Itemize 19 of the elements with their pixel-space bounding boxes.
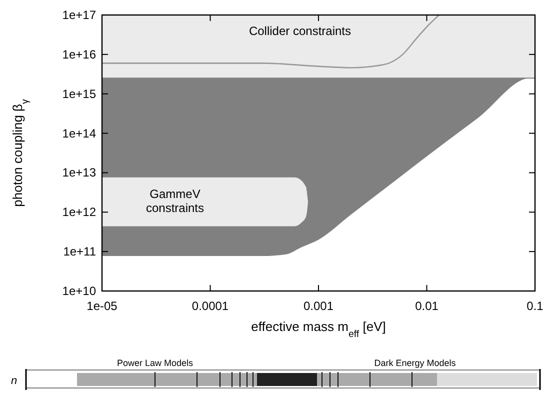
text: Dark Energy Models	[374, 358, 456, 368]
y-tick-label: 1e+10	[62, 284, 96, 298]
annotation: GammeV constraints	[146, 187, 204, 215]
y-tick-label: 1e+16	[62, 47, 96, 62]
x-axis-title: effective mass m$_{eff}$ [eV]	[251, 319, 386, 340]
y-tick-label: 1e+15	[62, 86, 96, 101]
y-tick-label: 1e+12	[62, 205, 96, 220]
text: n	[10, 375, 18, 387]
x-tick-label: 1e-05	[86, 299, 118, 313]
x-tick-label: 0.0001	[192, 299, 229, 313]
x-tick-label: 0.001	[303, 299, 334, 313]
y-tick-label: 1e+14	[62, 126, 96, 140]
x-tick-label: 0.1	[526, 299, 544, 313]
x-tick-label: 0.01	[415, 299, 439, 313]
annotation: Collider constraints	[248, 24, 352, 38]
y-tick-label: 1e+11	[63, 244, 96, 259]
y-tick-label: 1e+13	[62, 166, 96, 180]
y-tick-label: 1e+17	[62, 8, 96, 22]
text: Power Law Models	[116, 358, 194, 368]
